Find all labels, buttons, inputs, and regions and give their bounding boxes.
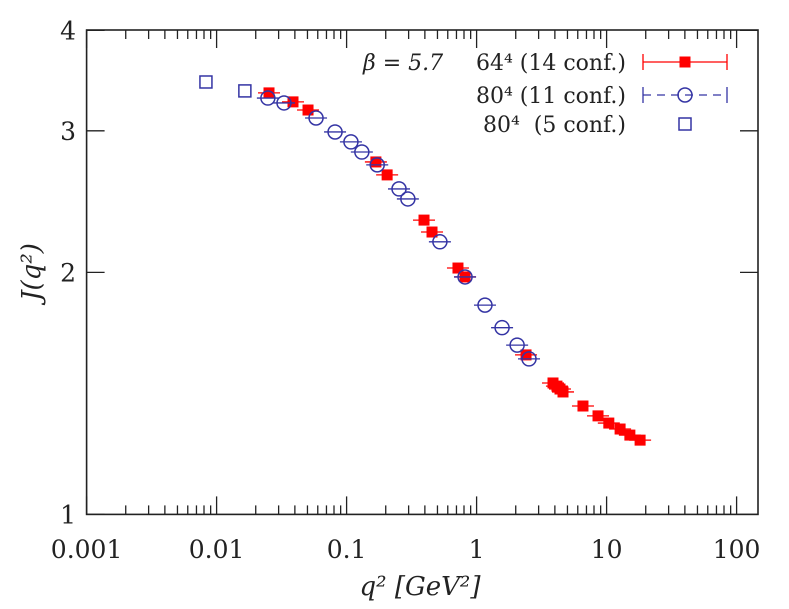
legend-marker-0 xyxy=(679,56,691,68)
legend-label-2: 80⁴ (5 conf.) xyxy=(483,113,626,138)
x-tick-labels: 0.001 0.01 0.1 1 10 100 xyxy=(51,535,761,564)
x-tick-label: 0.01 xyxy=(189,535,245,564)
data-point-series-1 xyxy=(509,337,525,353)
legend-marker-1 xyxy=(677,87,693,103)
data-point-series-0 xyxy=(302,104,314,116)
data-point-series-0 xyxy=(603,417,615,429)
data-point-series-1 xyxy=(400,191,416,207)
data-point-series-1 xyxy=(432,234,448,250)
data-point-series-0 xyxy=(592,410,604,422)
x-tick-label: 10 xyxy=(591,535,623,564)
y-tick-label: 3 xyxy=(60,117,76,146)
data-point-series-1 xyxy=(327,124,343,140)
data-point-series-1 xyxy=(477,297,493,313)
data-point-series-0 xyxy=(381,169,393,181)
x-tick-label: 0.1 xyxy=(327,535,367,564)
x-axis-label: q² [GeV²] xyxy=(360,572,482,602)
data-point-series-1 xyxy=(494,319,510,336)
legend-marks xyxy=(642,54,728,131)
data-point-series-0 xyxy=(418,214,430,226)
y-tick-label: 1 xyxy=(60,500,76,529)
data-point-series-2 xyxy=(238,84,252,98)
data-point-series-1 xyxy=(276,95,292,111)
x-tick-label: 0.001 xyxy=(51,535,123,564)
data-point-series-0 xyxy=(634,434,646,446)
data-point-series-0 xyxy=(577,400,589,412)
legend-title: β = 5.7 xyxy=(362,51,443,76)
y-tick-label: 2 xyxy=(60,258,76,287)
data-points xyxy=(199,75,652,446)
data-point-series-1 xyxy=(343,134,359,150)
data-point-series-0 xyxy=(624,429,636,441)
data-point-series-1 xyxy=(369,157,385,173)
x-tick-label: 100 xyxy=(713,535,761,564)
legend-label-1: 80⁴ (11 conf.) xyxy=(476,84,626,109)
data-point-series-0 xyxy=(287,96,299,108)
axis-ticks xyxy=(85,29,758,516)
data-point-series-1 xyxy=(391,181,407,197)
data-point-series-0 xyxy=(520,349,532,361)
data-point-series-0 xyxy=(263,87,275,99)
plot-frame xyxy=(85,29,759,516)
y-tick-labels: 1 2 3 4 xyxy=(60,16,76,529)
data-point-series-0 xyxy=(426,226,438,238)
data-point-series-0 xyxy=(557,386,569,398)
data-point-series-1 xyxy=(457,269,473,285)
x-tick-label: 1 xyxy=(469,535,485,564)
data-point-series-0 xyxy=(614,423,626,435)
data-point-series-0 xyxy=(452,262,464,274)
data-point-series-0 xyxy=(370,156,382,168)
y-tick-label: 4 xyxy=(60,16,76,45)
data-point-series-1 xyxy=(521,351,537,367)
legend: β = 5.7 64⁴ (14 conf.) 80⁴ (11 conf.) 80… xyxy=(362,51,728,138)
data-point-series-1 xyxy=(354,144,370,160)
data-point-series-2 xyxy=(199,75,213,89)
data-point-series-1 xyxy=(260,90,276,106)
y-axis-label: J(q²) xyxy=(17,243,47,306)
data-point-series-1 xyxy=(308,110,324,126)
legend-marker-2 xyxy=(678,117,692,131)
legend-label-0: 64⁴ (14 conf.) xyxy=(476,51,626,76)
